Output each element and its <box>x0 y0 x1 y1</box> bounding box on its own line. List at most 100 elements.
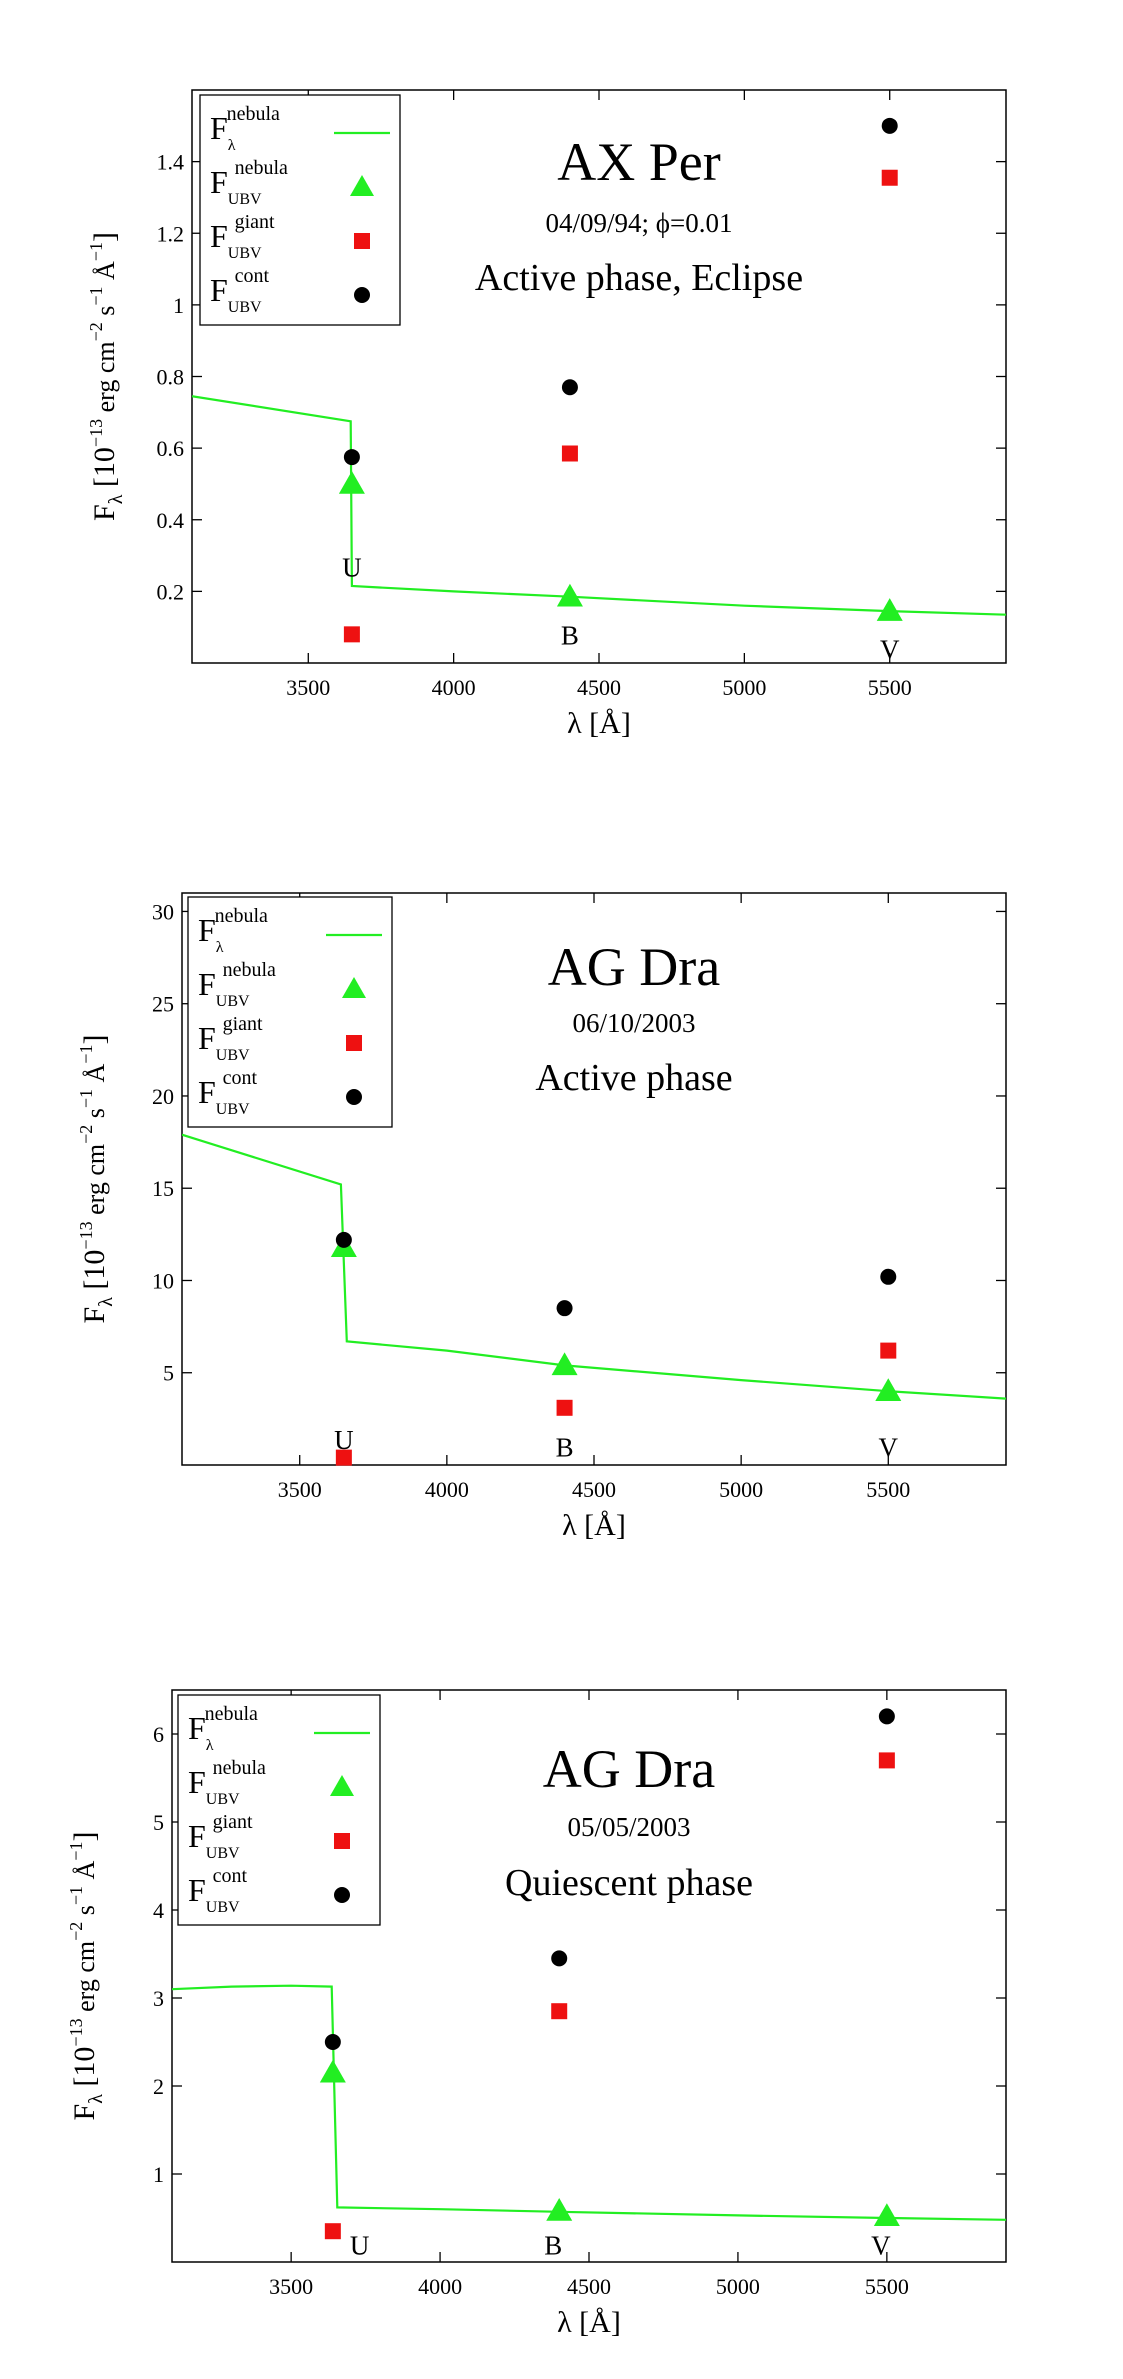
x-tick-label: 4500 <box>567 2274 611 2299</box>
y-tick-label: 20 <box>152 1084 174 1109</box>
nebula-curve <box>182 1133 1006 1400</box>
legend-box <box>187 896 393 1128</box>
legend-label: FUBVnebula <box>188 1757 266 1808</box>
cont-ubv-point <box>551 1950 568 1967</box>
legend-circle-marker <box>346 1089 362 1105</box>
y-tick-label: 1.4 <box>157 150 185 175</box>
nebula-ubv-point <box>556 583 583 607</box>
legend-triangle-marker <box>330 1775 354 1796</box>
y-tick-label: 30 <box>152 899 174 924</box>
legend-triangle-marker <box>342 977 366 998</box>
y-tick-label: 5 <box>163 1361 174 1386</box>
y-axis-label: Fλ [10−13 erg cm−2 s−1 Å−1] <box>76 1035 117 1324</box>
band-label: V <box>880 635 900 665</box>
giant-ubv-point <box>880 1342 897 1359</box>
y-tick-label: 15 <box>152 1176 174 1201</box>
legend-label: FUBVgiant <box>210 211 275 262</box>
nebula-ubv-point <box>876 598 903 621</box>
x-tick-label: 4500 <box>572 1477 616 1502</box>
legend-label: FUBVnebula <box>210 157 288 208</box>
y-tick-label: 0.4 <box>157 508 185 533</box>
legend-square-marker <box>354 233 370 249</box>
legend-square-marker <box>334 1833 350 1849</box>
nebula-ubv-point <box>338 470 365 494</box>
cont-ubv-point <box>324 2034 341 2050</box>
y-tick-label: 4 <box>153 1898 164 1923</box>
y-tick-label: 1 <box>153 2162 164 2187</box>
legend-circle-marker <box>354 287 370 303</box>
x-tick-label: 5500 <box>865 2274 909 2299</box>
chart-subtitle: 05/05/2003 <box>567 1812 690 1842</box>
legend-label: FUBVcont <box>198 1067 257 1118</box>
y-tick-label: 5 <box>153 1810 164 1835</box>
x-tick-label: 5000 <box>722 675 766 700</box>
chart-phase-label: Quiescent phase <box>505 1862 753 1904</box>
legend-box <box>199 94 401 326</box>
giant-ubv-point <box>881 169 898 186</box>
band-label: V <box>879 1433 899 1463</box>
chart-title: AG Dra <box>548 937 720 997</box>
giant-ubv-point <box>551 2003 568 2020</box>
giant-ubv-point <box>556 1399 573 1416</box>
cont-ubv-point <box>561 379 578 396</box>
nebula-ubv-point <box>551 1352 578 1376</box>
giant-ubv-point <box>324 2223 341 2240</box>
cont-ubv-point <box>343 449 360 466</box>
x-tick-label: 4000 <box>425 1477 469 1502</box>
chart-panel-2: 3500 4000 4500 5000 5500 5 10 15 20 25 30 U B V AG Dra… <box>76 892 1007 1542</box>
y-tick-label: 0.8 <box>157 365 185 390</box>
band-label: B <box>544 2230 562 2260</box>
legend-label: Fλnebula <box>210 103 280 154</box>
chart-panel-3: 3500 4000 4500 5000 5500 1 2 3 4 5 6 U B V AG Dra 05/05… <box>66 1689 1007 2339</box>
giant-ubv-point <box>878 1752 895 1769</box>
giant-ubv-point <box>335 1449 352 1466</box>
x-tick-label: 5000 <box>716 2274 760 2299</box>
legend-label: FUBVnebula <box>198 959 276 1010</box>
y-tick-label: 0.2 <box>157 579 185 604</box>
giant-ubv-point <box>343 626 360 643</box>
chart-panel-1: 3500 4000 4500 5000 5500 0.2 0.4 0.6 0.8 1 1.2 1.4 U… <box>86 89 1007 740</box>
chart-subtitle: 06/10/2003 <box>572 1008 695 1038</box>
x-axis-label: λ [Å] <box>567 707 631 740</box>
x-tick-label: 4500 <box>577 675 621 700</box>
x-tick-label: 4000 <box>432 675 476 700</box>
x-tick-label: 5500 <box>868 675 912 700</box>
nebula-ubv-point <box>319 2059 346 2083</box>
y-tick-label: 25 <box>152 992 174 1017</box>
chart-title: AX Per <box>557 132 720 192</box>
cont-ubv-point <box>335 1231 352 1248</box>
x-tick-label: 3500 <box>286 675 330 700</box>
cont-ubv-point <box>881 117 898 134</box>
y-tick-label: 6 <box>153 1722 164 1747</box>
legend-triangle-marker <box>350 175 374 196</box>
legend-label: FUBVgiant <box>198 1013 263 1064</box>
band-label: B <box>561 620 579 650</box>
band-label: U <box>350 2230 370 2260</box>
y-tick-label: 10 <box>152 1268 174 1293</box>
chart-title: AG Dra <box>543 1739 715 1799</box>
x-tick-label: 4000 <box>418 2274 462 2299</box>
giant-ubv-point <box>561 445 578 462</box>
y-axis-label: Fλ [10−13 erg cm−2 s−1 Å−1] <box>66 1832 107 2121</box>
chart-phase-label: Active phase, Eclipse <box>475 257 803 299</box>
y-axis-label: Fλ [10−13 erg cm−2 s−1 Å−1] <box>86 232 127 521</box>
y-tick-label: 1 <box>173 293 184 318</box>
legend-square-marker <box>346 1035 362 1051</box>
chart-subtitle: 04/09/94; ϕ=0.01 <box>546 208 733 238</box>
nebula-curve <box>192 395 1006 616</box>
x-tick-label: 3500 <box>269 2274 313 2299</box>
nebula-ubv-point <box>546 2197 573 2221</box>
x-tick-label: 3500 <box>278 1477 322 1502</box>
y-tick-label: 1.2 <box>157 221 185 246</box>
cont-ubv-point <box>880 1268 897 1285</box>
nebula-curve <box>172 1984 1006 2221</box>
legend-label: FUBVgiant <box>188 1811 253 1862</box>
cont-ubv-point <box>556 1300 573 1317</box>
nebula-ubv-point <box>875 1378 902 1401</box>
chart-phase-label: Active phase <box>535 1057 732 1099</box>
legend-label: FUBVcont <box>188 1865 247 1916</box>
y-tick-label: 0.6 <box>157 436 185 461</box>
